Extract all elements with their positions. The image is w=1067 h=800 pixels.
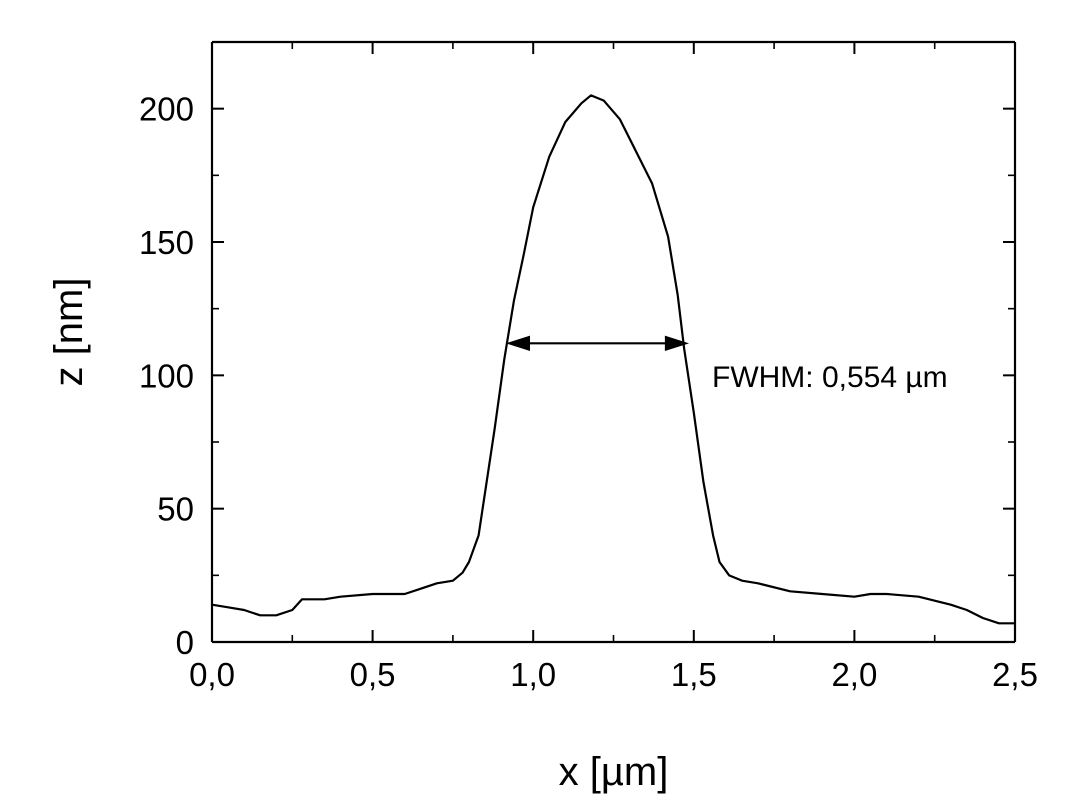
profile-series-line xyxy=(210,94,1017,625)
annotation-layer xyxy=(505,335,690,352)
fwhm-annotation-label: FWHM: 0,554 µm xyxy=(712,361,948,394)
y-tick-label: 150 xyxy=(139,224,194,261)
x-tick-label: 2,5 xyxy=(992,656,1038,693)
y-tick-label: 50 xyxy=(157,491,194,528)
fwhm-arrowhead-right xyxy=(664,335,690,352)
plot-frame xyxy=(210,40,1017,644)
x-tick-label: 1,0 xyxy=(510,656,556,693)
series-layer xyxy=(210,94,1017,625)
y-tick-label: 100 xyxy=(139,357,194,394)
axis-ticks: 0,0 0,5 1,0 1,5 2,0 2,5 0 50 100 150 200 xyxy=(139,41,1038,693)
x-tick-label: 0,0 xyxy=(189,656,235,693)
x-tick-label: 2,0 xyxy=(831,656,877,693)
x-axis-label: x [µm] xyxy=(559,750,669,794)
x-tick-label: 1,5 xyxy=(671,656,717,693)
y-tick-label: 200 xyxy=(139,91,194,128)
fwhm-arrowhead-left xyxy=(505,335,531,352)
x-tick-label: 0,5 xyxy=(350,656,396,693)
y-axis-label: z [nm] xyxy=(47,278,91,387)
y-tick-label: 0 xyxy=(176,624,194,661)
